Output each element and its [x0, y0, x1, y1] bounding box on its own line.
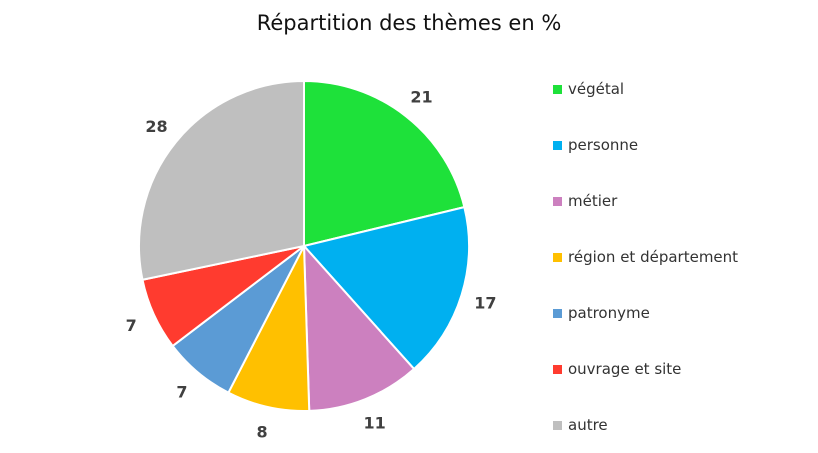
legend-item-1: personne [553, 134, 638, 156]
legend-item-5: ouvrage et site [553, 358, 681, 380]
pie-slice-2 [302, 243, 416, 412]
legend-swatch-5 [553, 364, 562, 374]
data-label-6: 28 [145, 117, 167, 136]
legend-item-6: autre [553, 414, 608, 436]
legend-label-0: végétal [568, 80, 625, 98]
pie-slice-0 [303, 79, 466, 248]
legend-swatch-1 [553, 140, 562, 150]
legend-item-4: patronyme [553, 302, 650, 324]
legend-label-3: région et département [568, 248, 739, 266]
pie-slice-1 [302, 205, 470, 371]
legend-label-4: patronyme [568, 304, 650, 322]
legend-swatch-0 [553, 84, 562, 94]
legend-swatch-3 [553, 252, 562, 262]
legend-label-2: métier [568, 192, 618, 210]
legend-swatch-6 [553, 420, 562, 430]
legend-swatch-4 [553, 308, 562, 318]
data-label-1: 17 [474, 293, 496, 312]
data-label-5: 7 [126, 316, 137, 335]
legend-swatch-2 [553, 196, 562, 206]
pie-slice-6 [138, 79, 305, 281]
chart-title: Répartition des thèmes en % [256, 11, 562, 35]
data-label-0: 21 [410, 88, 432, 107]
legend-label-6: autre [568, 416, 608, 434]
legend-item-3: région et département [553, 246, 738, 268]
data-label-2: 11 [363, 413, 385, 432]
legend-label-5: ouvrage et site [568, 360, 682, 378]
data-label-3: 8 [257, 422, 268, 441]
legend-label-1: personne [568, 136, 639, 154]
legend-item-2: métier [553, 190, 617, 212]
data-label-4: 7 [176, 383, 187, 402]
legend-item-0: végétal [553, 78, 624, 100]
